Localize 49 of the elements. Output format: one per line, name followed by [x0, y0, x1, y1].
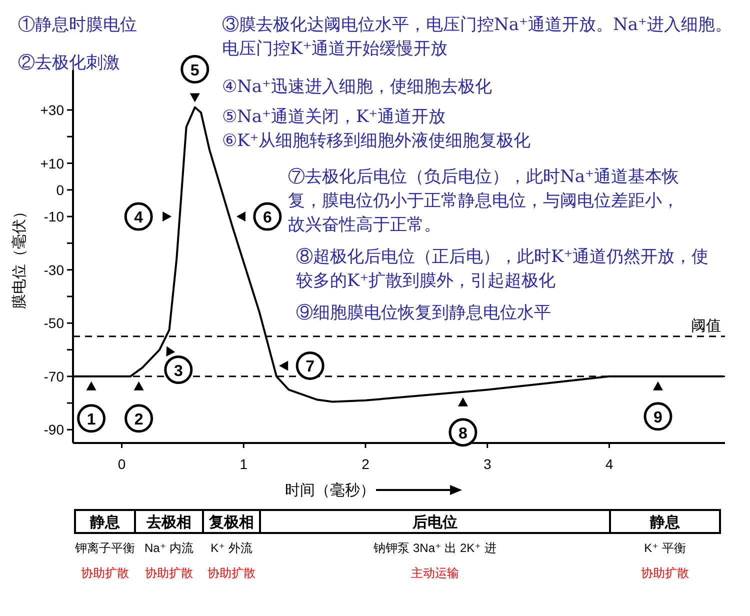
annotation: ⑨细胞膜电位恢复到静息电位水平: [296, 303, 551, 323]
annotation: 3: [174, 362, 183, 380]
text: 钾离子平衡: [74, 541, 135, 555]
text: 协助扩散: [81, 566, 129, 580]
text: 协助扩散: [641, 566, 689, 580]
x-tick-label: 3: [483, 456, 492, 472]
y-tick-label: -70: [44, 368, 64, 384]
text: ③膜去极化达阈电位水平，电压门控Na⁺通道开放。Na⁺进入细胞。电压门控K⁺通道开始缓慢开放: [222, 15, 732, 59]
x-tick-label: 1: [240, 456, 248, 472]
y-tick-label: +10: [40, 155, 64, 172]
y-tick-label: -10: [44, 208, 64, 225]
y-tick-label: -30: [44, 262, 64, 278]
annotation: 7: [306, 358, 315, 376]
y-tick-label: +30: [40, 102, 64, 118]
x-tick-label: 2: [362, 456, 370, 472]
annotation: 1: [86, 411, 96, 428]
text: 协助扩散: [145, 566, 193, 580]
annotation: 2: [134, 411, 144, 428]
annotation: ⑥K⁺从细胞转移到细胞外液使细胞复极化: [222, 131, 531, 151]
text: Na⁺ 内流: [144, 541, 194, 555]
annotation: 4: [134, 210, 144, 227]
annotation: ④Na⁺迅速进入细胞，使细胞去极化: [222, 77, 492, 97]
annotation: 8: [458, 425, 468, 442]
text: 静息: [89, 514, 121, 531]
annotation: 6: [262, 210, 272, 227]
ref-line-label: 阈值: [691, 317, 721, 334]
text: 去极相: [146, 514, 192, 531]
text: 复极相: [208, 514, 254, 531]
annotation: ⑦去极化后电位（负后电位），此时Na⁺通道基本恢复，膜电位仍小于正常静息电位，与阈电位差距小，故兴奋性高于正常。: [288, 167, 679, 235]
annotation: 5: [190, 62, 200, 80]
y-axis-title: 膜电位（毫伏）: [11, 204, 28, 309]
text: 静息: [649, 514, 681, 531]
annotation: 9: [654, 409, 663, 426]
text: 后电位: [412, 514, 458, 531]
text: 钠钾泵 3Na⁺ 出 2K⁺ 进: [372, 541, 496, 555]
text: K⁺ 平衡: [644, 541, 686, 555]
annotation: ⑧超极化后电位（正后电），此时K⁺通道仍然开放，使较多的K⁺扩散到膜外，引起超极化: [296, 247, 709, 291]
y-tick-label: -50: [44, 315, 64, 332]
x-axis-title: 时间（毫秒）: [285, 482, 375, 499]
text: ①静息时膜电位: [18, 15, 137, 35]
annotation: ②去极化刺激: [18, 53, 120, 73]
text: 协助扩散: [208, 566, 256, 580]
text: K⁺ 外流: [210, 541, 252, 555]
x-tick-label: 0: [118, 456, 126, 472]
y-tick-label: -90: [44, 422, 64, 438]
annotation: ⑤Na⁺通道关闭，K⁺通道开放: [222, 107, 446, 127]
y-tick-label: 0: [56, 182, 64, 198]
x-tick-label: 4: [605, 456, 614, 472]
text: 主动运输: [411, 566, 459, 580]
